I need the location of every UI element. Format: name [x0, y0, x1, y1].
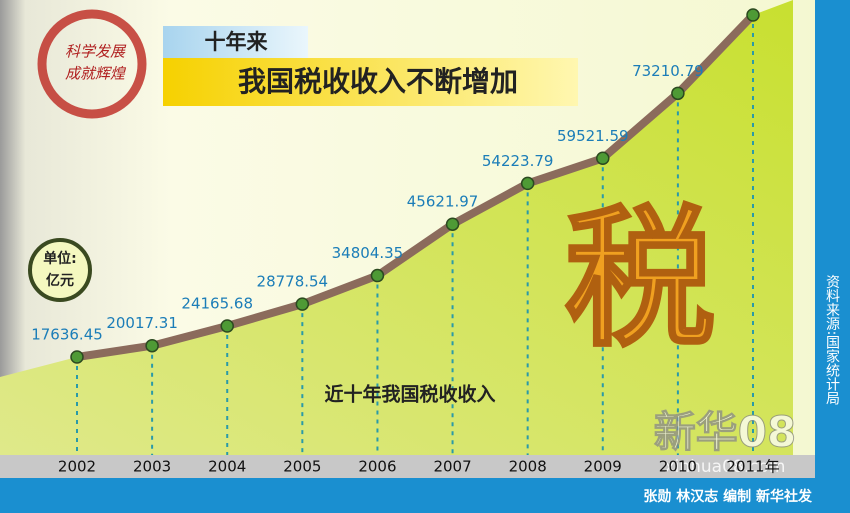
marker	[671, 86, 685, 101]
x-tick-label: 2002	[58, 458, 96, 476]
marker	[295, 297, 310, 311]
credit: 张勋 林汉志 编制 新华社发	[643, 488, 813, 505]
line	[76, 12, 756, 361]
x-tick-label: 2008	[509, 458, 547, 476]
value-label: 28778.54	[257, 273, 329, 291]
unit: 亿元	[46, 272, 74, 289]
x-tick-label: 2003	[133, 458, 171, 476]
x-tick-label: 2007	[433, 458, 471, 476]
x-tick-label: 2006	[358, 458, 396, 476]
value-label: 34804.35	[332, 244, 404, 262]
title: 我国税收收入不断增加	[238, 65, 518, 98]
badge: 科学发展 成就辉煌	[37, 9, 147, 119]
value-label: 24165.68	[181, 295, 253, 313]
badge-text: 科学发展	[65, 43, 127, 61]
value-label: 89720	[719, 0, 767, 2]
marker	[220, 319, 234, 333]
marker	[70, 350, 84, 364]
marker	[520, 176, 535, 191]
value-label: 17636.45	[31, 326, 103, 344]
value-label: 59521.59	[557, 127, 629, 145]
kicker: 十年来	[205, 30, 269, 54]
value-label: 73210.79	[632, 62, 704, 80]
x-tick-label: 2005	[283, 458, 321, 476]
value-label: 20017.31	[106, 314, 178, 332]
kicker-box	[163, 26, 308, 58]
subtitle: 近十年我国税收收入	[324, 383, 495, 406]
unit-badge	[28, 238, 92, 302]
plot: 近十年我国税收收入 17636.4520017.3124165.6828778.5…	[0, 0, 793, 455]
year-band	[0, 455, 815, 478]
title-box	[163, 58, 578, 106]
marker	[370, 268, 385, 283]
marker	[596, 151, 610, 166]
x-tick-label: 2010	[659, 458, 697, 476]
watermark: xinhua08.com	[665, 457, 786, 477]
x-tick-label: 2004	[208, 458, 246, 476]
tax-graphic: 税	[565, 193, 715, 367]
watermark: 新华08	[654, 408, 796, 457]
badge-text: 成就辉煌	[65, 65, 127, 83]
credit-band	[0, 478, 850, 513]
x-tick-label: 2009	[584, 458, 622, 476]
marker	[445, 217, 460, 231]
x-tick-label: 2011年	[726, 458, 779, 476]
value-label: 45621.97	[407, 193, 479, 211]
value-label: 54223.79	[482, 152, 554, 170]
unit: 单位:	[43, 250, 77, 267]
marker	[746, 8, 760, 22]
source-strip	[815, 0, 850, 478]
marker	[145, 338, 159, 353]
area	[0, 0, 793, 455]
source: 资料来源:国家统计局	[824, 275, 840, 406]
badge-ring	[37, 9, 147, 119]
